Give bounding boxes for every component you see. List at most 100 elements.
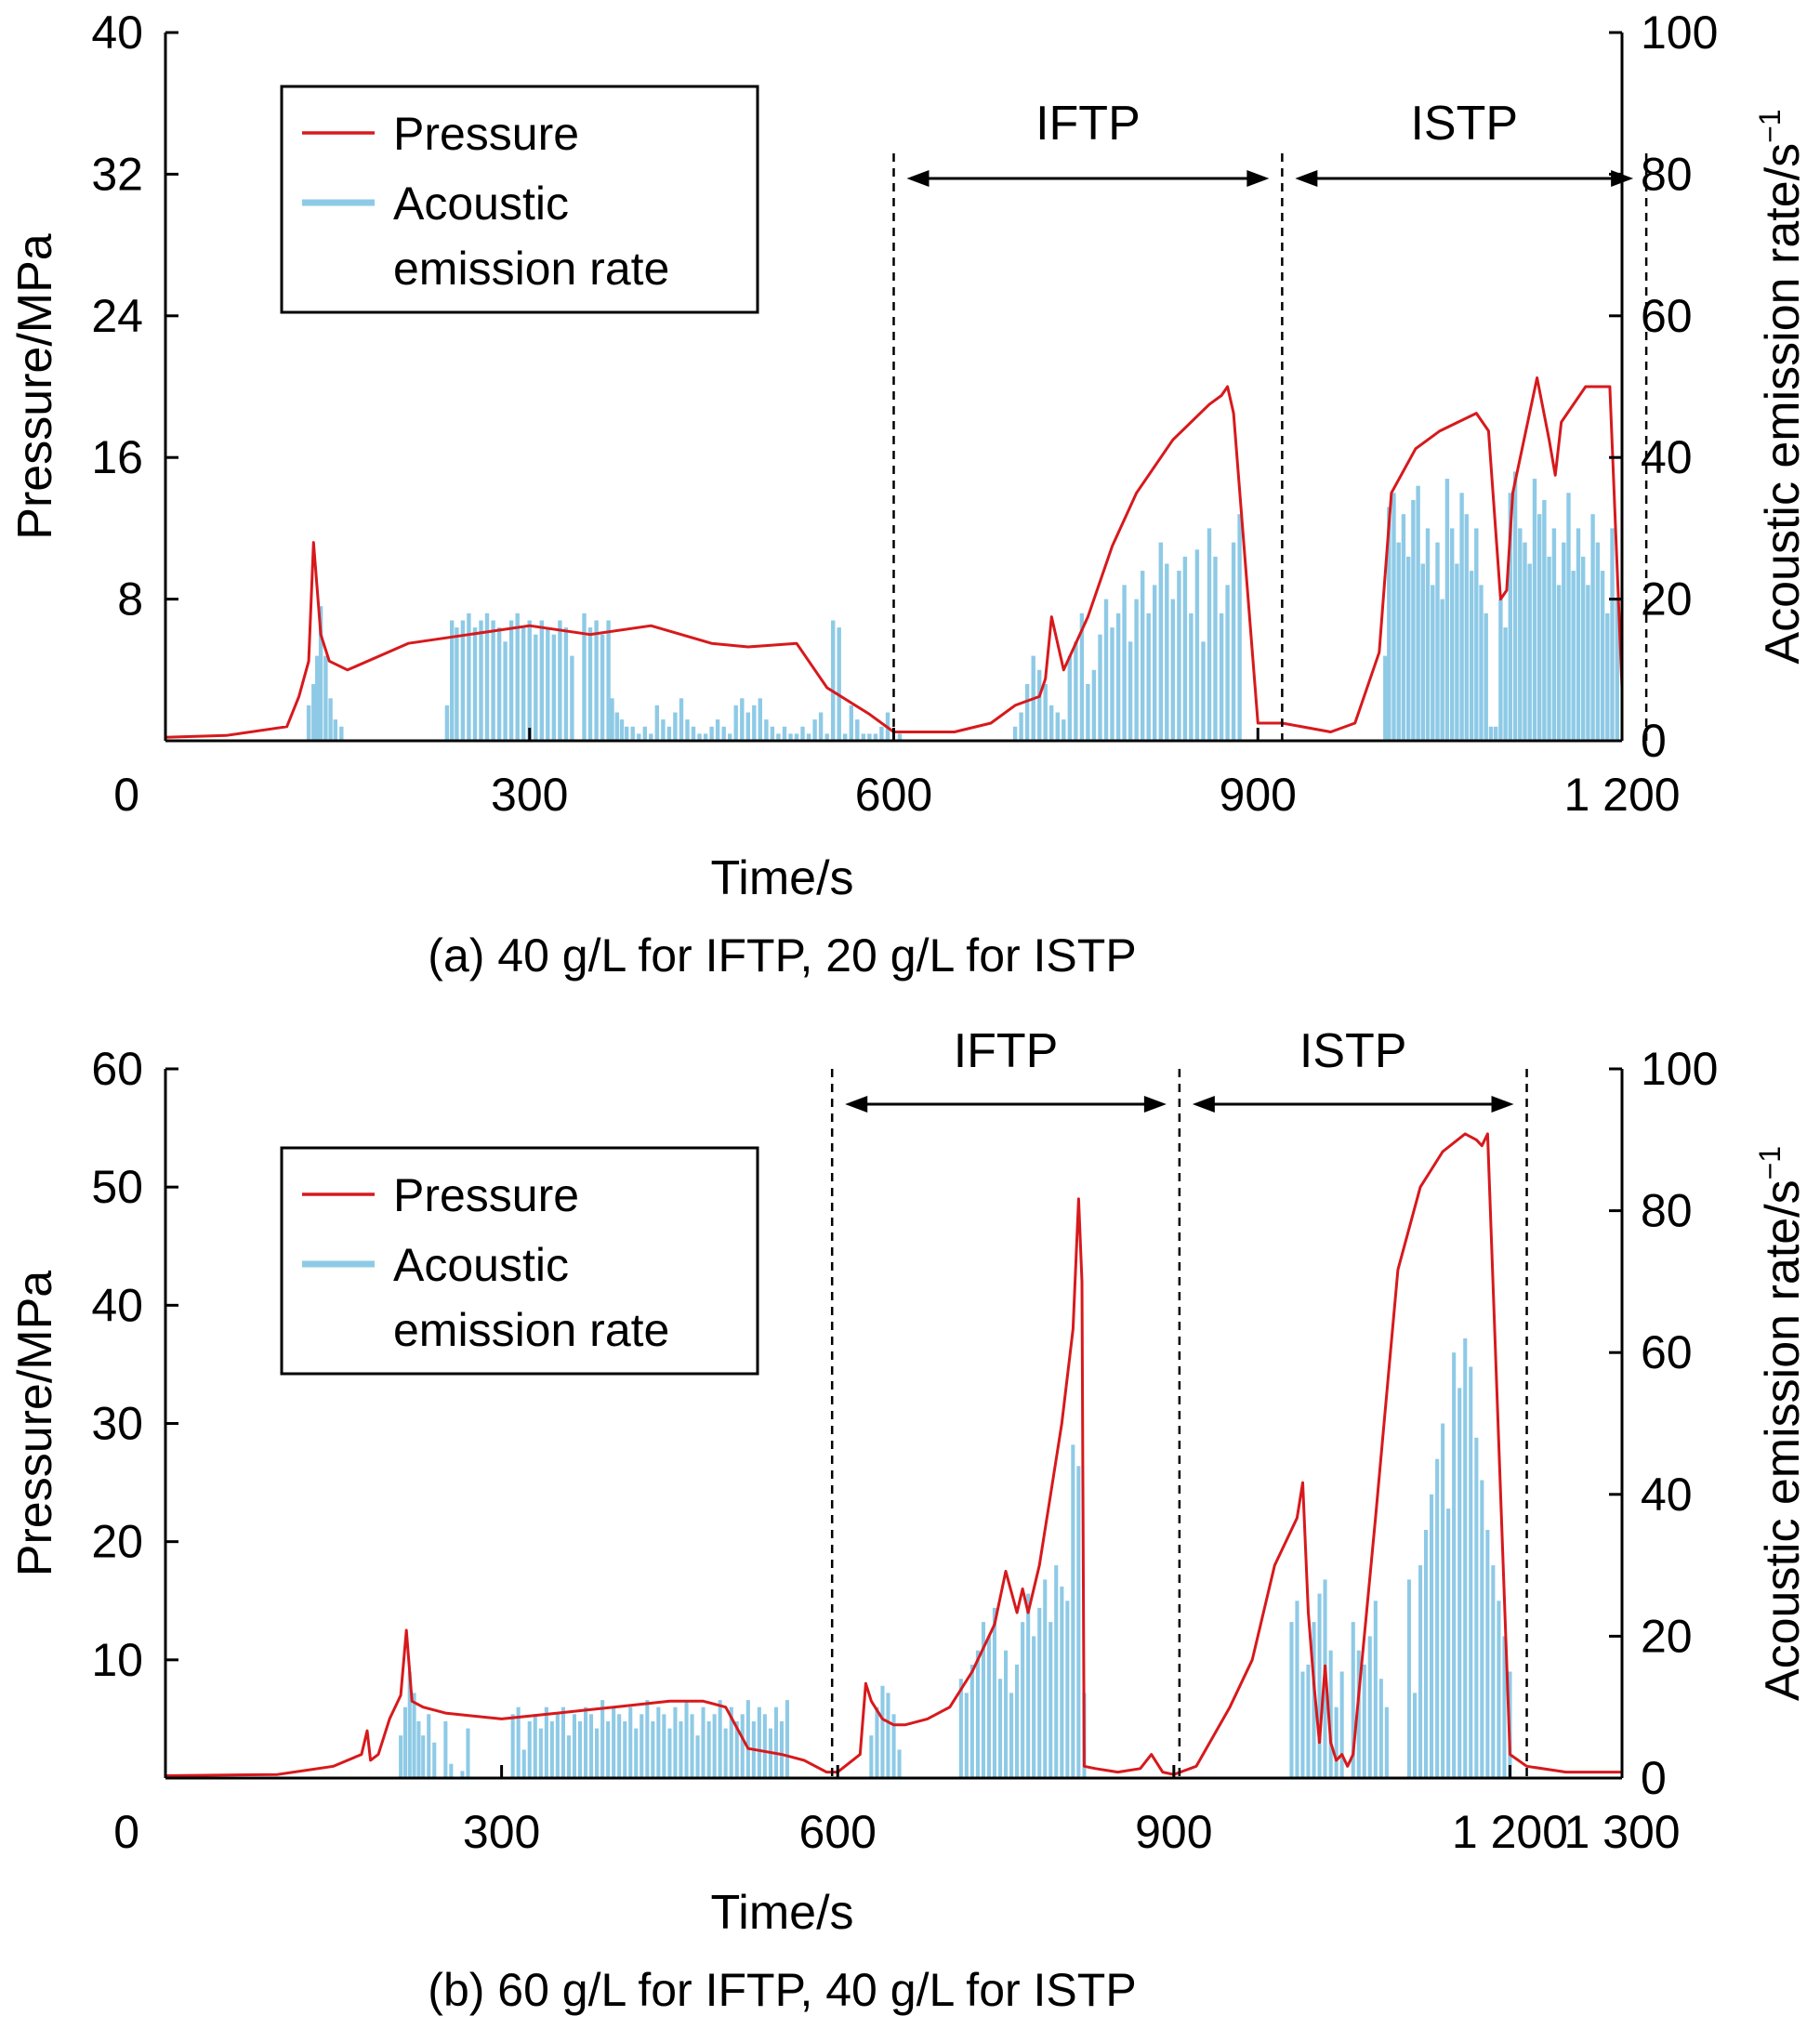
acoustic-bar [516,1706,521,1778]
acoustic-bar [873,733,878,741]
acoustic-bar [1086,684,1090,741]
acoustic-bar [444,705,450,741]
legend-label-acoustic: Acoustic [393,178,569,230]
y-right-axis-label: Acoustic emission rate/s−1 [1753,1146,1810,1701]
y-right-tick-label: 20 [1641,1610,1693,1662]
acoustic-bar [662,1714,666,1778]
y-right-tick-label: 0 [1641,715,1667,767]
acoustic-bar [679,1721,683,1778]
acoustic-bar [1048,1622,1053,1778]
acoustic-bar [1219,613,1224,741]
acoustic-bar [649,733,653,741]
y-left-tick-label: 10 [91,1634,143,1686]
acoustic-bar [1406,1579,1411,1778]
y-left-tick-label: 20 [91,1516,143,1568]
acoustic-bar [1079,613,1085,741]
acoustic-bar [1231,542,1236,741]
acoustic-bar [328,698,333,741]
y-right-tick-label: 0 [1641,1752,1667,1804]
acoustic-bar [1610,528,1615,741]
acoustic-bar [684,1700,689,1778]
y-right-tick-label: 100 [1641,1043,1718,1095]
acoustic-bar [1300,1671,1305,1778]
acoustic-bar [673,712,678,741]
acoustic-bar [1508,493,1512,741]
acoustic-bar [1009,1693,1014,1778]
acoustic-bar [503,641,508,741]
x-axis-label: Time/s [710,851,853,905]
y-left-tick-label: 30 [91,1398,143,1450]
acoustic-bar [1076,1466,1081,1778]
acoustic-bar [1430,1494,1434,1778]
acoustic-bar [1207,528,1212,741]
acoustic-bar [432,1742,437,1778]
pressure-line [165,1132,1622,1777]
acoustic-bar [891,1714,896,1778]
region-label: ISTP [1410,97,1518,151]
acoustic-bar [407,1671,412,1778]
x-axis-label: Time/s [710,1886,853,1940]
acoustic-bar [861,733,865,741]
legend: Pressure Acoustic emission rate [280,1146,759,1376]
acoustic-bar [824,733,829,741]
acoustic-bar [1071,1444,1075,1778]
y-right-axis-label-sup: −1 [1753,109,1787,142]
acoustic-bar [561,1706,565,1778]
acoustic-bar [740,698,745,741]
acoustic-bar [1074,641,1078,741]
acoustic-bar [1055,712,1060,741]
acoustic-bar [1312,1622,1316,1778]
acoustic-bar [1474,528,1479,741]
acoustic-bar [1566,493,1571,741]
acoustic-bar [733,705,738,741]
region-label: IFTP [1035,97,1141,151]
acoustic-bar [311,684,316,741]
acoustic-bar [555,1714,560,1778]
y-right-tick-label: 40 [1641,431,1693,483]
acoustic-bar [1049,705,1054,741]
acoustic-bar [690,1714,694,1778]
acoustic-bar [1485,1530,1490,1778]
acoustic-bar [538,1728,543,1778]
acoustic-bar [656,1706,661,1778]
acoustic-bar [1004,1650,1009,1778]
acoustic-bar [1605,613,1610,741]
acoustic-bar [558,620,562,741]
acoustic-bar [402,1706,407,1778]
acoustic-bar [1165,563,1169,741]
acoustic-bar [886,1693,890,1778]
acoustic-bar [623,1721,627,1778]
acoustic-bar [1441,1423,1445,1778]
acoustic-bar [1373,1601,1378,1779]
acoustic-bar [1431,585,1435,741]
acoustic-bar [701,1706,706,1778]
acoustic-bar [1474,1437,1479,1778]
region-arrow-head-right [1491,1096,1514,1113]
region-arrow-head-left [1192,1096,1215,1113]
x-tick-label: 600 [855,769,932,821]
y-right-tick-label: 80 [1641,148,1693,200]
legend-label-acoustic-line2: emission rate [393,243,669,295]
acoustic-bar [619,719,625,741]
acoustic-bar [1469,571,1474,741]
acoustic-bar [546,627,550,741]
acoustic-bar [595,1728,600,1778]
acoustic-bar [508,620,514,741]
acoustic-bar [651,1721,655,1778]
acoustic-bar [1012,726,1018,741]
acoustic-bar [1425,528,1431,741]
acoustic-bar [1418,1565,1423,1778]
acoustic-bar [1411,499,1416,741]
acoustic-bar [1091,669,1097,741]
acoustic-bar [1416,485,1420,741]
acoustic-bar [667,1728,672,1778]
acoustic-bar [1523,542,1527,741]
acoustic-bar [521,627,526,741]
x-tick-label: 900 [1135,1806,1212,1858]
acoustic-bar [1032,1636,1036,1778]
acoustic-bar [1391,493,1396,741]
acoustic-bar [628,1706,633,1778]
acoustic-bar [685,719,690,741]
y-left-tick-label: 32 [91,148,143,200]
acoustic-bar [1542,499,1547,741]
